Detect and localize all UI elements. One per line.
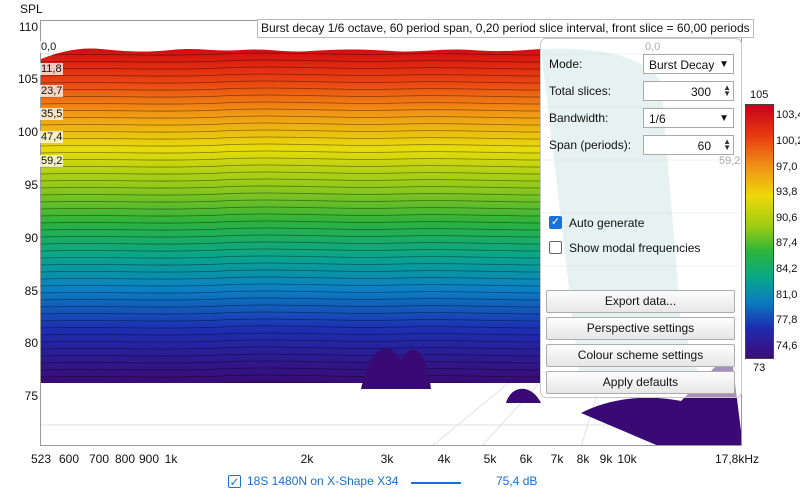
legend-checkbox[interactable]: ✓ — [228, 475, 241, 489]
y-tick: 100 — [17, 125, 38, 139]
y-tick: 110 — [18, 20, 38, 34]
bandwidth-select[interactable]: 1/6 ▼ — [643, 108, 734, 128]
legend-value: 75,4 dB — [496, 474, 538, 488]
x-tick: 900 — [138, 452, 160, 466]
scale-tick: 81,0 — [776, 289, 798, 301]
bandwidth-label: Bandwidth: — [549, 111, 609, 125]
x-tick: 9k — [599, 452, 613, 466]
span-stepper[interactable]: 60 ▲ ▼ — [643, 135, 734, 155]
x-tick: 4k — [437, 452, 451, 466]
x-tick: 2k — [300, 452, 314, 466]
x-tick: 800 — [114, 452, 136, 466]
controls-panel: 0,0 59,2 Mode: Burst Decay ▼ Total slice… — [540, 38, 742, 398]
x-tick: 7k — [550, 452, 564, 466]
spinner-arrows-icon[interactable]: ▲ ▼ — [723, 83, 731, 98]
x-tick: 700 — [88, 452, 110, 466]
x-tick: 17,8kHz — [714, 452, 760, 466]
colour-scheme-button[interactable]: Colour scheme settings — [546, 344, 735, 367]
x-tick: 1k — [164, 452, 178, 466]
ghost-slice-label: 0,0 — [645, 41, 661, 53]
span-label: Span (periods): — [549, 138, 632, 152]
slice-label: 59,2 — [40, 155, 64, 167]
x-tick: 600 — [58, 452, 80, 466]
plot-title: Burst decay 1/6 octave, 60 period span, … — [257, 19, 754, 38]
scale-tick: 97,0 — [776, 161, 798, 173]
x-tick: 8k — [576, 452, 590, 466]
scale-tick: 90,6 — [776, 212, 798, 224]
y-tick: 105 — [17, 72, 38, 86]
chevron-down-icon: ▼ — [719, 59, 729, 70]
y-tick: 90 — [24, 231, 38, 245]
x-tick: 5k — [483, 452, 497, 466]
perspective-settings-button[interactable]: Perspective settings — [546, 317, 735, 340]
x-tick: 523 — [30, 452, 52, 466]
total-slices-stepper[interactable]: 300 ▲ ▼ — [643, 81, 734, 101]
x-tick: 3k — [380, 452, 394, 466]
chevron-down-icon: ▼ — [719, 113, 729, 124]
slice-label: 11,8 — [40, 63, 63, 75]
y-tick: 95 — [24, 178, 38, 192]
total-slices-label: Total slices: — [549, 84, 612, 98]
scale-tick: 100,2 — [776, 135, 800, 147]
slice-label: 23,7 — [40, 85, 64, 97]
scale-tick: 74,6 — [776, 340, 798, 352]
bandwidth-value: 1/6 — [649, 112, 666, 126]
span-value: 60 — [697, 139, 711, 153]
x-tick: 6k — [519, 452, 533, 466]
slice-label: 35,5 — [40, 108, 64, 120]
colour-scale-bar — [745, 104, 774, 359]
scale-tick: 87,4 — [776, 237, 798, 249]
scale-tick: 93,8 — [776, 186, 798, 198]
legend-series-name: 18S 1480N on X-Shape X34 — [247, 474, 399, 488]
spinner-arrows-icon[interactable]: ▲ ▼ — [723, 137, 731, 152]
y-axis-label: SPL — [20, 2, 43, 16]
y-tick: 80 — [24, 336, 38, 350]
apply-defaults-button[interactable]: Apply defaults — [546, 371, 735, 394]
scale-tick: 103,4 — [776, 109, 800, 121]
auto-generate-label: Auto generate — [569, 216, 645, 230]
slice-label: 47,4 — [40, 131, 64, 143]
mode-value: Burst Decay — [649, 58, 715, 72]
x-tick: 10k — [617, 452, 637, 466]
show-modal-label: Show modal frequencies — [569, 241, 701, 255]
mode-select[interactable]: Burst Decay ▼ — [643, 54, 734, 74]
y-tick: 85 — [24, 284, 38, 298]
ghost-slice-label: 59,2 — [719, 155, 741, 167]
slice-label: 0,0 — [40, 41, 58, 53]
legend-line-swatch — [411, 482, 461, 484]
y-tick: 75 — [24, 389, 38, 403]
total-slices-value: 300 — [690, 85, 711, 99]
auto-generate-checkbox[interactable]: ✓ — [549, 216, 562, 229]
mode-label: Mode: — [549, 57, 583, 71]
scale-tick: 84,2 — [776, 263, 798, 275]
scale-top-label: 105 — [750, 89, 769, 101]
export-data-button[interactable]: Export data... — [546, 290, 735, 313]
show-modal-checkbox[interactable] — [549, 241, 562, 254]
scale-tick: 77,8 — [776, 314, 798, 326]
scale-bottom-label: 73 — [753, 362, 766, 374]
